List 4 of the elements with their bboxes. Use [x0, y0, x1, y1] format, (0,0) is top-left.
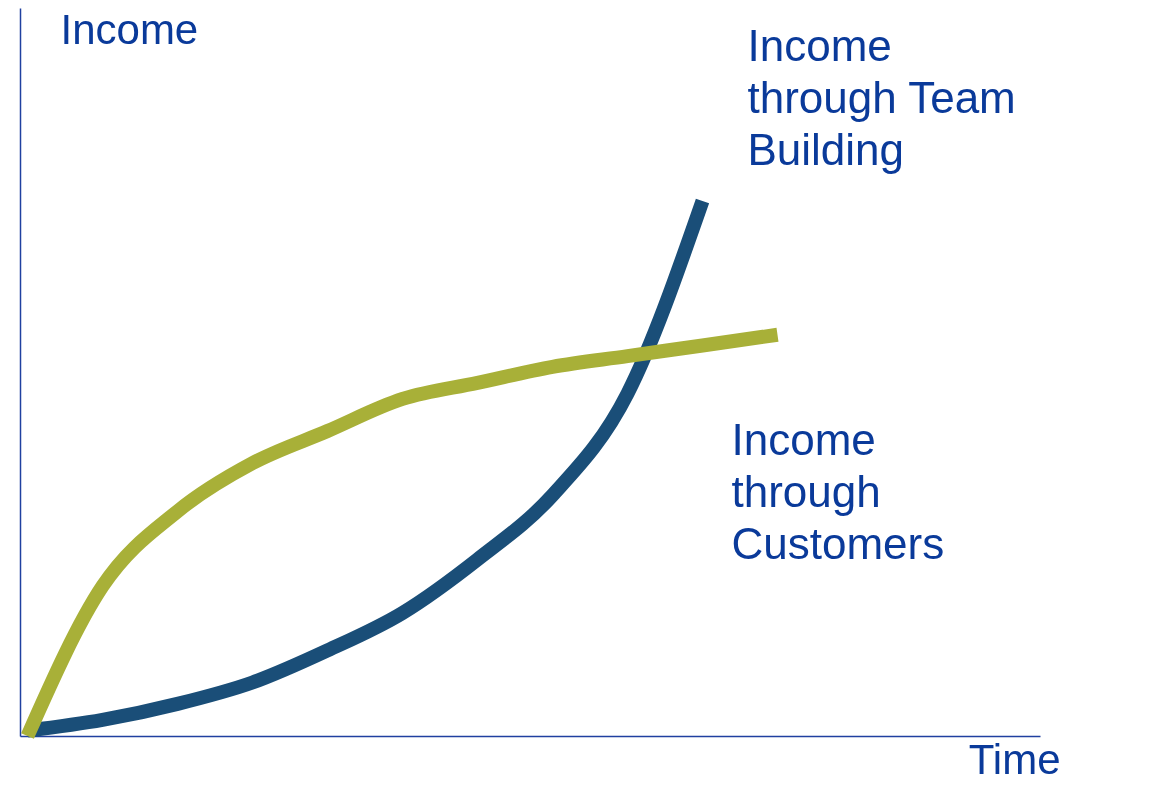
x-axis-title: Time [968, 735, 1061, 783]
y-axis-title: Income [60, 5, 199, 53]
series-label: Income through Customers [731, 414, 945, 568]
series-label: Income through Team Building [747, 21, 1016, 174]
